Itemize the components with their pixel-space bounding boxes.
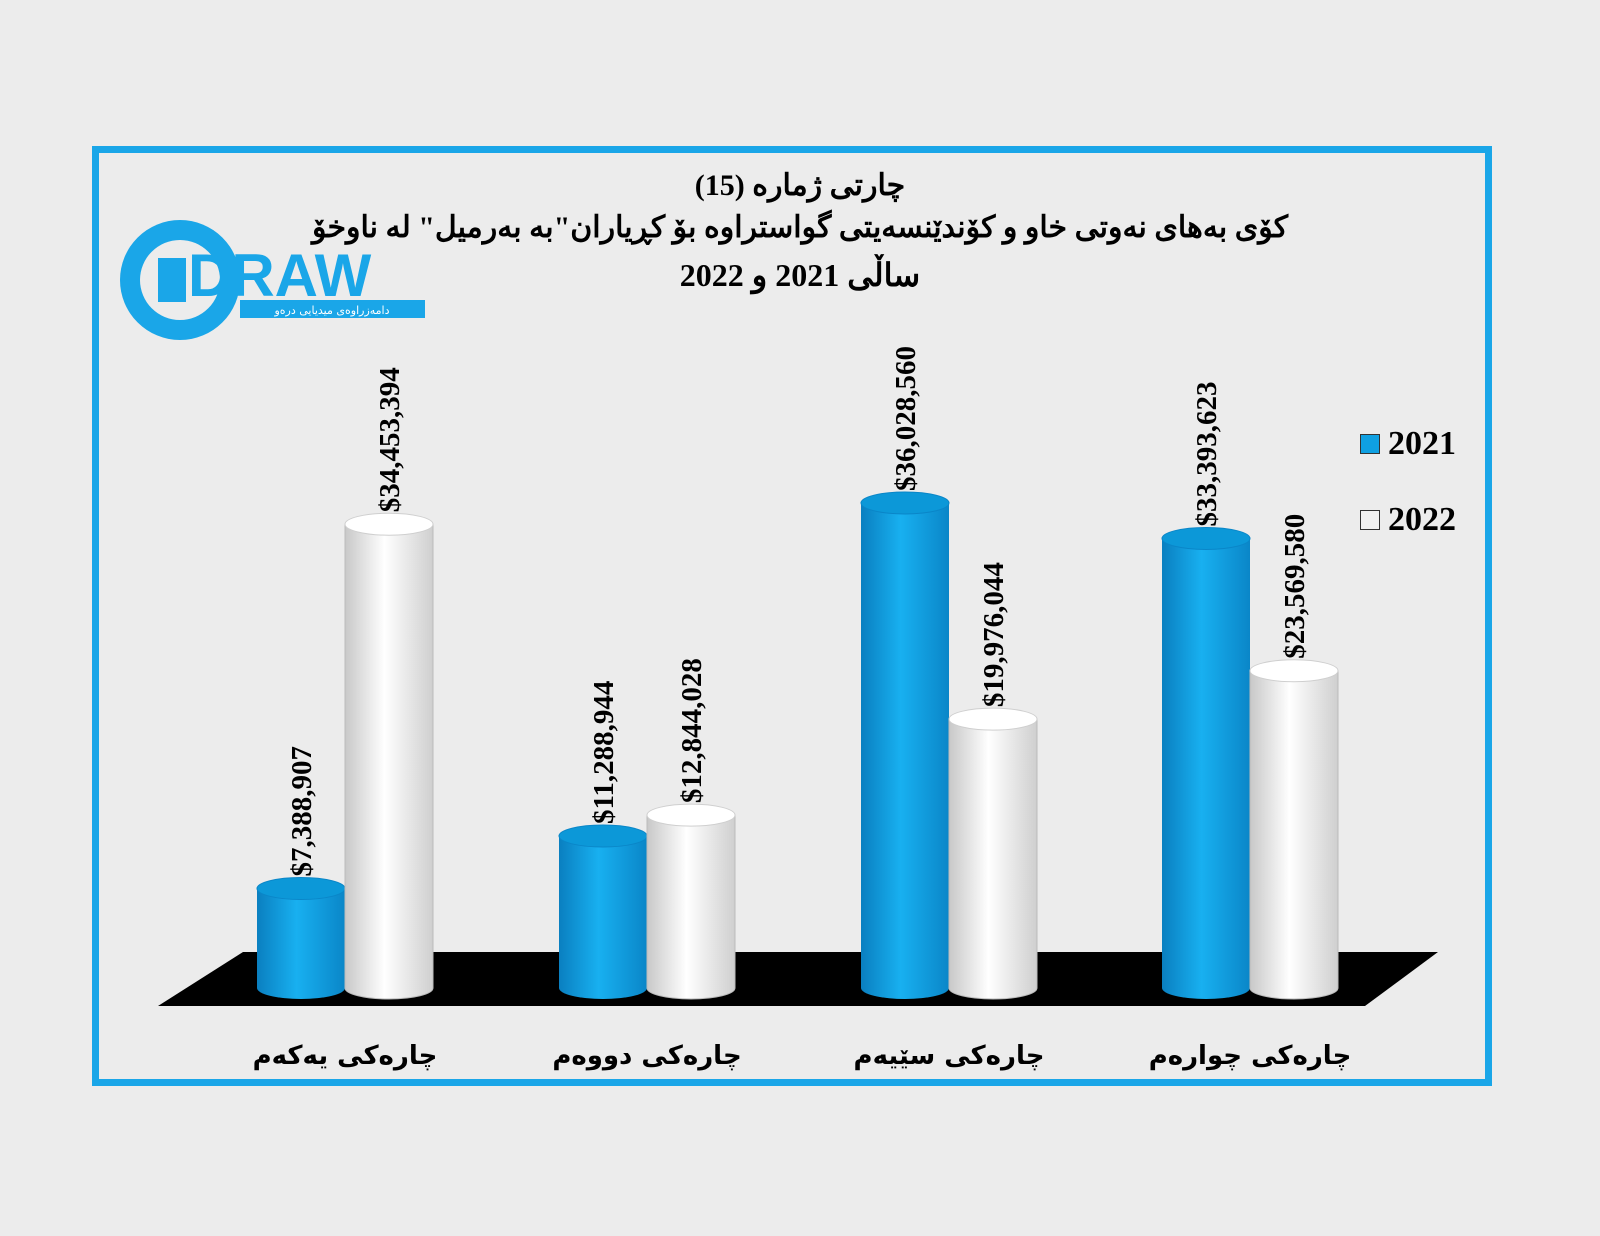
- data-label-2022-q1: $34,453,394: [374, 367, 406, 512]
- bar-2022-q4: [1249, 659, 1339, 1000]
- bar-2021-q1: [256, 877, 346, 999]
- data-label-2022-q2: $12,844,028: [676, 658, 708, 803]
- category-label-4: چارەكی چوارەم: [1149, 1041, 1352, 1071]
- category-label-3: چارەكی سێیەم: [854, 1041, 1045, 1071]
- bar-body: [1162, 538, 1250, 999]
- bar-2022-q2: [646, 803, 736, 1000]
- bar-2022-q1: [344, 512, 434, 1000]
- legend-swatch-2021: [1360, 434, 1380, 454]
- chart-floor: [158, 952, 1438, 1006]
- data-label-2021-q4: $33,393,623: [1191, 381, 1223, 526]
- category-label-2: چارەكی دووەم: [552, 1041, 741, 1071]
- legend-item-2022: 2022: [1360, 501, 1456, 539]
- category-label-1: چارەكی یەكەم: [253, 1041, 438, 1071]
- data-label-2022-q4: $23,569,580: [1279, 514, 1311, 659]
- legend-swatch-2022: [1360, 510, 1380, 530]
- bar-2022-q3: [948, 707, 1038, 1000]
- bar-top: [860, 491, 950, 515]
- draw-logo: DRAW دامەزراوەی میدیایی درەو: [120, 220, 425, 340]
- logo-word: DRAW: [188, 242, 372, 309]
- data-label-2021-q2: $11,288,944: [588, 681, 620, 824]
- bar-body: [1249, 670, 1339, 1000]
- bar-body: [948, 718, 1038, 1000]
- data-label-2021-q3: $36,028,560: [890, 346, 922, 491]
- bar-2021-q3: [860, 491, 950, 999]
- bar-body: [257, 888, 345, 999]
- legend-label-2022: 2022: [1388, 501, 1456, 538]
- chart-title-line2: كۆی بەهای نەوتی خاو و كۆندێنسەیتی گواستر…: [311, 211, 1289, 244]
- bar-body: [344, 523, 434, 1000]
- bar-top: [1249, 659, 1339, 683]
- chart-title-line1: چارتی ژماره (15): [694, 169, 906, 202]
- bar-top: [646, 803, 736, 827]
- chart-title-line3: ساڵی 2021 و 2022: [679, 257, 921, 293]
- logo-tagline: دامەزراوەی میدیایی درەو: [273, 304, 389, 317]
- bar-2021-q2: [558, 824, 648, 999]
- bar-body: [559, 836, 647, 999]
- bar-2021-q4: [1161, 526, 1251, 999]
- bar-body: [861, 503, 949, 999]
- legend-label-2021: 2021: [1388, 425, 1456, 462]
- bar-top: [256, 877, 346, 901]
- bar-top: [558, 824, 648, 848]
- bar-top: [948, 707, 1038, 731]
- data-label-2021-q1: $7,388,907: [286, 746, 318, 877]
- legend-item-2021: 2021: [1360, 425, 1456, 463]
- data-label-2022-q3: $19,976,044: [978, 562, 1010, 707]
- bar-body: [646, 814, 736, 1000]
- bar-top: [344, 512, 434, 536]
- legend: 2021 2022: [1360, 425, 1456, 577]
- bar-top: [1161, 526, 1251, 550]
